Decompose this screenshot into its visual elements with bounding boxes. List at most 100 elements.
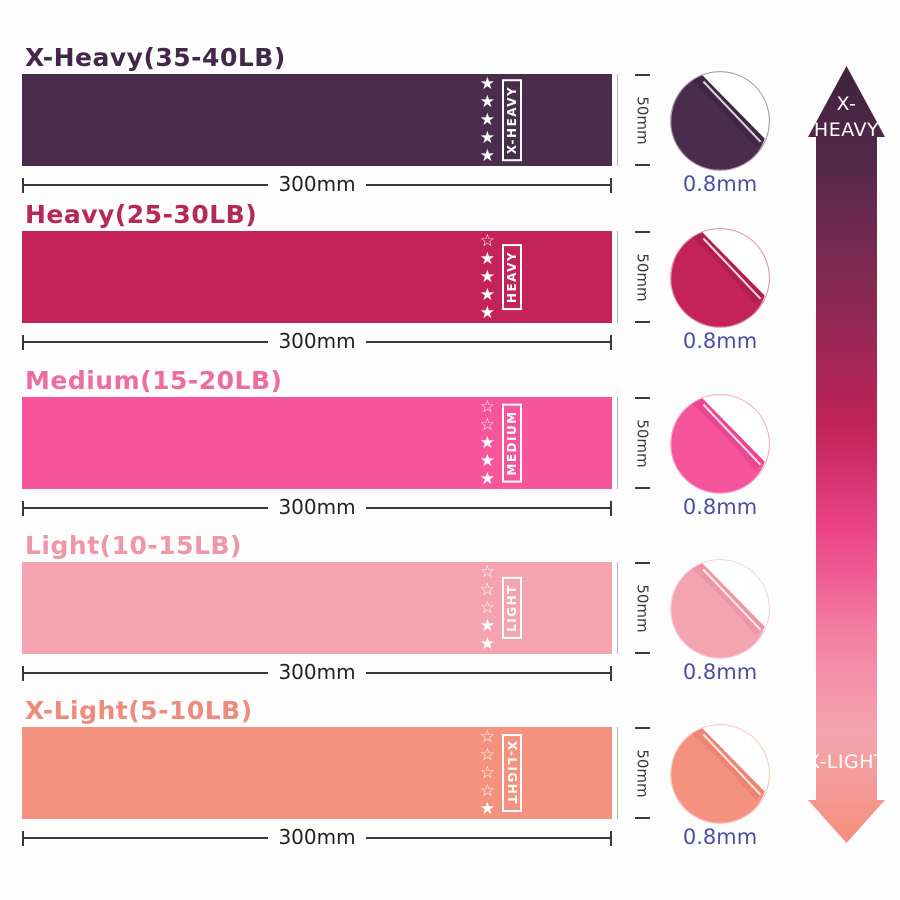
thickness-photo-circle xyxy=(668,69,772,173)
band-fold-highlight xyxy=(702,80,762,143)
dimension-tick xyxy=(634,321,650,323)
arrow-top-label: X-HEAVY xyxy=(813,93,880,141)
band-row-medium: Medium(15-20LB) ☆ ☆ ★ ★ ★ MEDIUM 50mm 300mm xyxy=(0,367,900,527)
height-dimension-label: 50mm xyxy=(633,418,652,468)
dimension-extension-line xyxy=(617,74,618,166)
band-strength-label: LIGHT xyxy=(502,577,522,639)
star-rating: ☆ ☆ ★ ★ ★ xyxy=(480,398,495,488)
band-fold-highlight xyxy=(702,403,762,466)
row-title: Light(10-15LB) xyxy=(25,531,242,560)
height-dimension-label: 50mm xyxy=(633,95,652,145)
star-filled-icon: ★ xyxy=(479,285,495,305)
dimension-line xyxy=(24,507,269,509)
dimension-tick xyxy=(634,562,650,564)
row-title: X-Light(5-10LB) xyxy=(25,696,253,725)
width-dimension-label: 300mm xyxy=(278,825,356,849)
dimension-tick xyxy=(634,164,650,166)
star-filled-icon: ★ xyxy=(479,74,495,94)
band-rating-group: ☆ ☆ ☆ ☆ ★ X-LIGHT xyxy=(480,727,524,819)
band-strength-label-box: LIGHT xyxy=(500,565,524,651)
star-rating: ☆ ☆ ☆ ★ ★ xyxy=(480,563,495,653)
dimension-tick xyxy=(634,397,650,399)
star-filled-icon: ★ xyxy=(479,92,495,112)
dimension-tick xyxy=(22,177,24,193)
band-strength-label-box: X-LIGHT xyxy=(500,730,524,816)
star-filled-icon: ★ xyxy=(479,451,495,471)
dimension-tick xyxy=(634,74,650,76)
band-fold-main xyxy=(671,73,765,170)
dimension-line xyxy=(24,184,269,186)
height-dimension-label: 50mm xyxy=(633,748,652,798)
star-filled-icon: ★ xyxy=(479,249,495,269)
thickness-photo-circle xyxy=(668,722,772,826)
star-filled-icon: ★ xyxy=(479,616,495,636)
dimension-tick xyxy=(610,665,613,681)
width-dimension: 300mm xyxy=(22,495,613,521)
star-rating: ☆ ☆ ☆ ☆ ★ xyxy=(480,728,495,818)
star-outline-icon: ☆ xyxy=(479,727,495,747)
dimension-tick xyxy=(634,487,650,489)
band-rating-group: ★ ★ ★ ★ ★ X-HEAVY xyxy=(480,74,524,166)
dimension-tick xyxy=(610,830,613,846)
band-row-light: Light(10-15LB) ☆ ☆ ☆ ★ ★ LIGHT 50mm 300mm xyxy=(0,532,900,692)
dimension-tick xyxy=(610,334,613,350)
band-swatch: ☆ ☆ ☆ ★ ★ LIGHT xyxy=(22,562,612,654)
dimension-line xyxy=(24,672,269,674)
band-row-x-heavy: X-Heavy(35-40LB) ★ ★ ★ ★ ★ X-HEAVY 50mm 300m… xyxy=(0,44,900,204)
dimension-line xyxy=(365,184,611,186)
thickness-photo-circle xyxy=(668,557,772,661)
arrow-bottom-label: X-LIGHT xyxy=(806,751,887,773)
thickness-label: 0.8mm xyxy=(682,825,758,849)
band-rating-group: ☆ ★ ★ ★ ★ HEAVY xyxy=(480,231,524,323)
height-dimension: 50mm xyxy=(624,231,660,323)
band-strength-label-box: X-HEAVY xyxy=(500,77,524,163)
band-fold-shade xyxy=(690,230,765,304)
dimension-tick xyxy=(22,830,24,846)
thickness-label: 0.8mm xyxy=(682,329,758,353)
height-dimension-label: 50mm xyxy=(633,583,652,633)
band-fold-main xyxy=(671,230,765,327)
thickness-label: 0.8mm xyxy=(682,495,758,519)
star-outline-icon: ☆ xyxy=(479,397,495,417)
dimension-tick xyxy=(634,652,650,654)
dimension-tick xyxy=(22,500,24,516)
band-fold-main xyxy=(671,396,765,493)
thickness-label: 0.8mm xyxy=(682,660,758,684)
band-fold-shade xyxy=(690,73,765,147)
star-outline-icon: ☆ xyxy=(479,745,495,765)
star-outline-icon: ☆ xyxy=(479,231,495,251)
dimension-line xyxy=(365,507,611,509)
star-filled-icon: ★ xyxy=(479,146,495,166)
row-title: Heavy(25-30LB) xyxy=(25,200,258,229)
dimension-tick xyxy=(22,334,24,350)
star-filled-icon: ★ xyxy=(479,799,495,819)
band-fold-highlight xyxy=(702,733,762,796)
band-swatch: ☆ ☆ ★ ★ ★ MEDIUM xyxy=(22,397,612,489)
band-fold-highlight xyxy=(702,237,762,300)
width-dimension: 300mm xyxy=(22,660,613,686)
band-row-x-light: X-Light(5-10LB) ☆ ☆ ☆ ☆ ★ X-LIGHT 50mm 300mm xyxy=(0,697,900,857)
dimension-tick xyxy=(634,727,650,729)
star-outline-icon: ☆ xyxy=(479,415,495,435)
width-dimension: 300mm xyxy=(22,172,613,198)
band-fold-highlight xyxy=(702,568,762,631)
height-dimension: 50mm xyxy=(624,562,660,654)
height-dimension: 50mm xyxy=(624,727,660,819)
dimension-extension-line xyxy=(617,397,618,489)
star-filled-icon: ★ xyxy=(479,128,495,148)
band-swatch: ☆ ☆ ☆ ☆ ★ X-LIGHT xyxy=(22,727,612,819)
band-rating-group: ☆ ☆ ★ ★ ★ MEDIUM xyxy=(480,397,524,489)
star-outline-icon: ☆ xyxy=(479,580,495,600)
thickness-photo-circle xyxy=(668,226,772,330)
band-fold-main xyxy=(671,726,765,823)
star-rating: ★ ★ ★ ★ ★ xyxy=(480,75,495,165)
band-fold-shade xyxy=(690,396,765,470)
band-rating-group: ☆ ☆ ☆ ★ ★ LIGHT xyxy=(480,562,524,654)
dimension-line xyxy=(24,341,269,343)
width-dimension-label: 300mm xyxy=(278,495,356,519)
dimension-extension-line xyxy=(617,231,618,323)
strength-gradient-arrow xyxy=(806,62,887,846)
band-fold-shade xyxy=(690,726,765,800)
band-strength-label: MEDIUM xyxy=(502,403,522,483)
band-strength-label-box: MEDIUM xyxy=(500,400,524,486)
